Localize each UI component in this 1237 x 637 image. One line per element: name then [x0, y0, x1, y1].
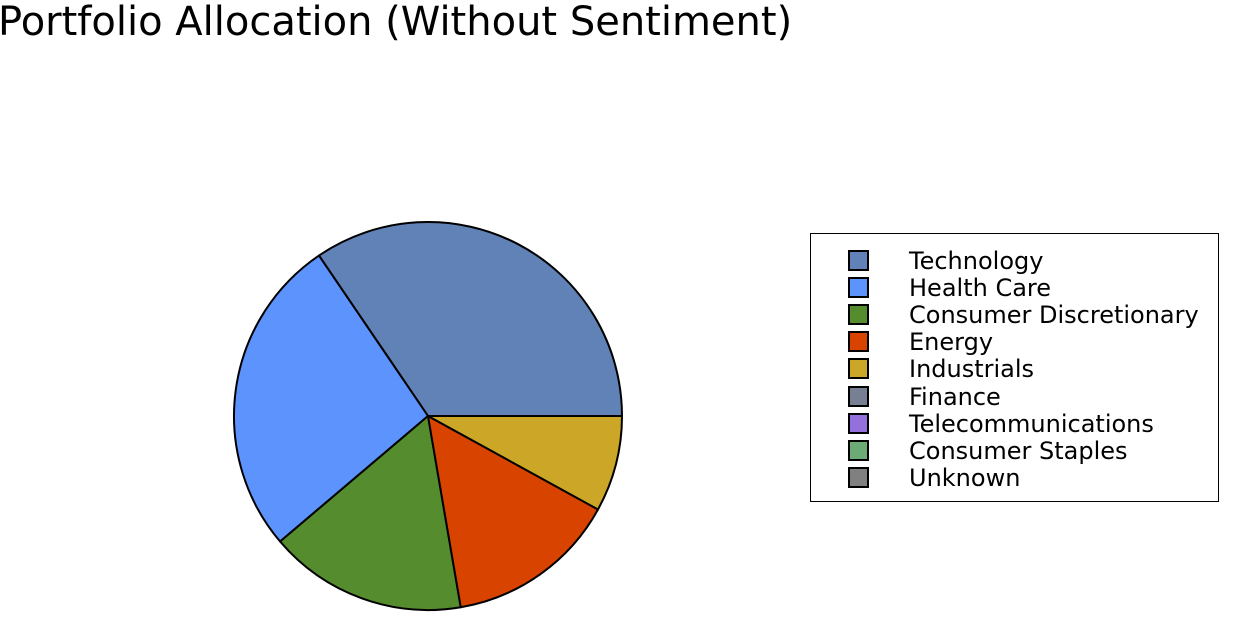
legend-item-technology: Technology — [811, 248, 1218, 275]
pie-slice-industrials — [427, 415, 623, 511]
legend-item-consumer-discretionary: Consumer Discretionary — [811, 302, 1218, 329]
pie-slice-technology — [317, 221, 623, 417]
legend-item-health-care: Health Care — [811, 275, 1218, 302]
legend-label: Unknown — [909, 463, 1021, 492]
legend-item-finance: Finance — [811, 384, 1218, 411]
legend-swatch-unknown — [848, 466, 869, 488]
legend-item-energy: Energy — [811, 329, 1218, 356]
legend: Technology Health Care Consumer Discretion… — [810, 233, 1219, 502]
legend-label: Industrials — [909, 355, 1035, 384]
pie-slice-energy — [427, 415, 599, 609]
legend-swatch-telecommunications — [848, 412, 869, 434]
legend-label: Consumer Discretionary — [909, 301, 1199, 330]
legend-item-consumer-staples: Consumer Staples — [811, 438, 1218, 465]
legend-label: Finance — [909, 382, 1001, 411]
legend-swatch-finance — [848, 385, 869, 407]
legend-item-telecommunications: Telecommunications — [811, 411, 1218, 438]
legend-label: Health Care — [909, 274, 1052, 303]
legend-swatch-technology — [848, 250, 869, 271]
legend-swatch-industrials — [848, 358, 869, 380]
legend-label: Technology — [909, 247, 1044, 275]
chart-title: Portfolio Allocation (Without Sentiment) — [0, 0, 793, 45]
legend-item-industrials: Industrials — [811, 356, 1218, 383]
legend-swatch-energy — [848, 331, 869, 353]
legend-label: Consumer Staples — [909, 436, 1128, 465]
pie-slices — [233, 221, 623, 612]
pie-slice-health-care — [233, 254, 429, 543]
pie-slice-consumer-discretionary — [279, 415, 462, 612]
legend-item-unknown: Unknown — [811, 465, 1218, 492]
legend-swatch-consumer-discretionary — [848, 304, 869, 326]
legend-label: Energy — [909, 328, 994, 357]
legend-swatch-consumer-staples — [848, 439, 869, 461]
legend-swatch-health-care — [848, 277, 869, 299]
legend-label: Telecommunications — [909, 409, 1154, 438]
